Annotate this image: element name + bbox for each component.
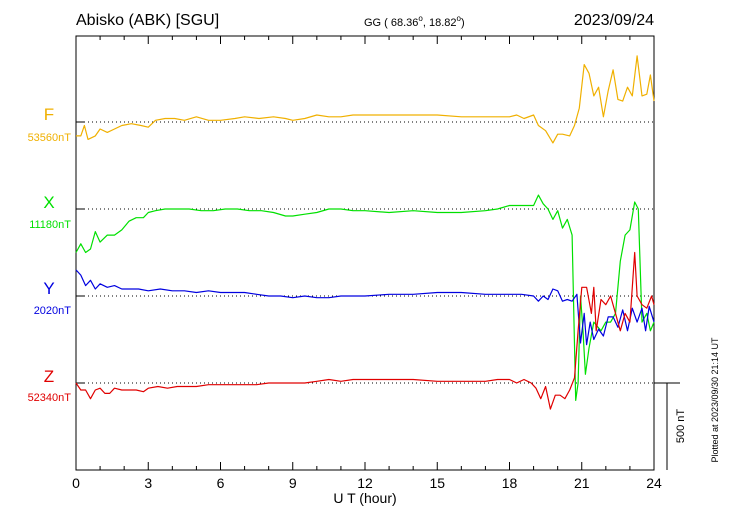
series-line-f — [76, 55, 655, 144]
series-baseline-f: 53560nT — [28, 132, 72, 144]
x-tick-label: 3 — [144, 475, 152, 491]
series-baseline-y: 2020nT — [34, 305, 72, 317]
x-tick-label: 24 — [646, 475, 662, 491]
x-tick-label: 15 — [429, 475, 445, 491]
series-name-f: F — [44, 105, 54, 124]
x-tick-label: 6 — [217, 475, 225, 491]
x-tick-label: 18 — [502, 475, 518, 491]
coordinates: GG ( 68.36o, 18.82o) — [364, 14, 465, 29]
degree-mark: o — [457, 14, 462, 23]
station-title: Abisko (ABK) [SGU] — [76, 12, 219, 29]
series-group — [75, 55, 655, 410]
scale-bar: 500 nT — [654, 382, 687, 470]
date-label: 2023/09/24 — [574, 12, 654, 29]
series-line-x — [75, 194, 655, 401]
series-labels: F 53560nT X 11180nT Y 2020nT Z 52340nT — [28, 105, 72, 404]
x-tick-label: 12 — [357, 475, 373, 491]
series-line-y — [75, 269, 655, 346]
plot-frame — [75, 35, 655, 471]
grid — [76, 121, 654, 384]
series-name-z: Z — [44, 367, 54, 386]
series-name-y: Y — [43, 279, 54, 298]
series-line-z — [75, 251, 655, 410]
degree-mark: o — [418, 14, 423, 23]
x-tick-label: 21 — [574, 475, 590, 491]
series-baseline-z: 52340nT — [28, 392, 72, 404]
series-name-x: X — [43, 193, 54, 212]
scale-bar-label: 500 nT — [675, 409, 687, 444]
x-axis: 0 3 6 9 12 15 18 21 24 — [72, 36, 662, 491]
x-tick-label: 0 — [72, 475, 80, 491]
series-baseline-x: 11180nT — [29, 219, 71, 231]
x-tick-label: 9 — [289, 475, 297, 491]
plotted-timestamp: Plotted at 2023/09/30 21:14 UT — [710, 337, 720, 463]
x-axis-label: U T (hour) — [333, 490, 396, 506]
